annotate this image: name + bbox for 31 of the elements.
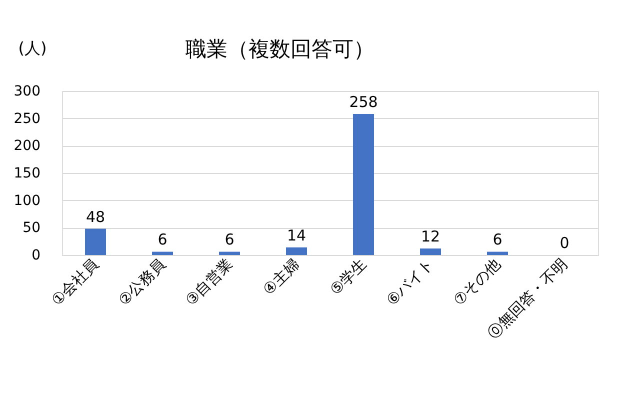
y-tick-label: 100 — [14, 192, 40, 209]
y-tick-label: 0 — [32, 248, 40, 264]
y-tick-label: 250 — [14, 110, 40, 127]
data-label: 6 — [492, 230, 502, 249]
bar — [219, 252, 240, 255]
y-tick-label: 150 — [14, 166, 40, 182]
data-label: 48 — [86, 208, 106, 226]
bar — [353, 114, 374, 255]
x-tick-label: ②公務員 — [114, 255, 169, 310]
data-label: 6 — [224, 230, 234, 249]
x-tick-label: ⑥バイト — [382, 255, 437, 310]
data-label: 14 — [286, 226, 306, 244]
data-label: 0 — [560, 234, 570, 252]
chart-title: 職業（複数回答可） — [186, 37, 374, 61]
y-tick-label: 50 — [22, 220, 40, 236]
x-tick-label: ③自営業 — [182, 255, 236, 310]
x-tick-label: ⑦その他 — [450, 255, 504, 310]
bar — [487, 252, 508, 255]
y-tick-label: 300 — [14, 84, 40, 100]
bar — [152, 252, 173, 255]
data-label: 12 — [420, 227, 440, 246]
bar — [286, 247, 307, 255]
x-tick-label: ④主婦 — [259, 255, 303, 299]
y-axis-title: (人) — [18, 38, 47, 58]
bar — [85, 228, 106, 255]
y-tick-label: 200 — [14, 138, 40, 154]
x-tick-label: ⑤学生 — [326, 255, 370, 299]
x-tick-label: ①会社員 — [48, 255, 102, 310]
data-label: 6 — [158, 230, 168, 249]
bar — [420, 248, 441, 255]
data-label: 258 — [349, 92, 378, 111]
